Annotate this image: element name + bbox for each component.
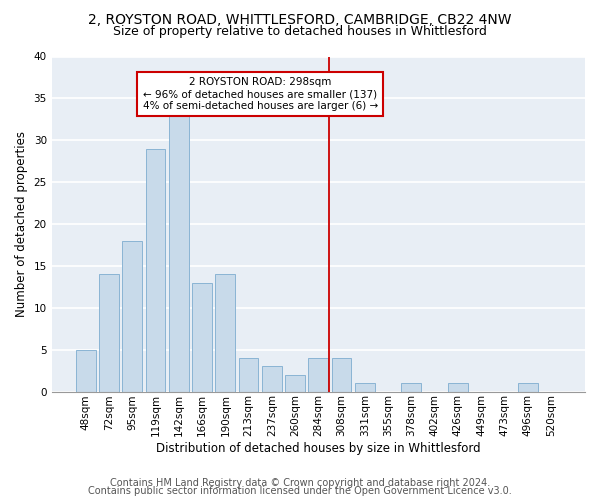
Bar bbox=[169, 115, 188, 392]
Text: 2 ROYSTON ROAD: 298sqm
← 96% of detached houses are smaller (137)
4% of semi-det: 2 ROYSTON ROAD: 298sqm ← 96% of detached… bbox=[143, 78, 378, 110]
Bar bbox=[239, 358, 259, 392]
Bar bbox=[332, 358, 352, 392]
Bar bbox=[308, 358, 328, 392]
Text: Contains HM Land Registry data © Crown copyright and database right 2024.: Contains HM Land Registry data © Crown c… bbox=[110, 478, 490, 488]
Bar bbox=[401, 383, 421, 392]
Bar bbox=[285, 375, 305, 392]
Bar bbox=[518, 383, 538, 392]
Bar bbox=[355, 383, 375, 392]
Text: Size of property relative to detached houses in Whittlesford: Size of property relative to detached ho… bbox=[113, 25, 487, 38]
Bar bbox=[192, 282, 212, 392]
Bar bbox=[215, 274, 235, 392]
X-axis label: Distribution of detached houses by size in Whittlesford: Distribution of detached houses by size … bbox=[156, 442, 481, 455]
Bar bbox=[122, 241, 142, 392]
Text: Contains public sector information licensed under the Open Government Licence v3: Contains public sector information licen… bbox=[88, 486, 512, 496]
Bar bbox=[262, 366, 282, 392]
Bar bbox=[146, 148, 166, 392]
Bar bbox=[99, 274, 119, 392]
Text: 2, ROYSTON ROAD, WHITTLESFORD, CAMBRIDGE, CB22 4NW: 2, ROYSTON ROAD, WHITTLESFORD, CAMBRIDGE… bbox=[88, 12, 512, 26]
Bar bbox=[76, 350, 95, 392]
Y-axis label: Number of detached properties: Number of detached properties bbox=[15, 131, 28, 317]
Bar bbox=[448, 383, 468, 392]
